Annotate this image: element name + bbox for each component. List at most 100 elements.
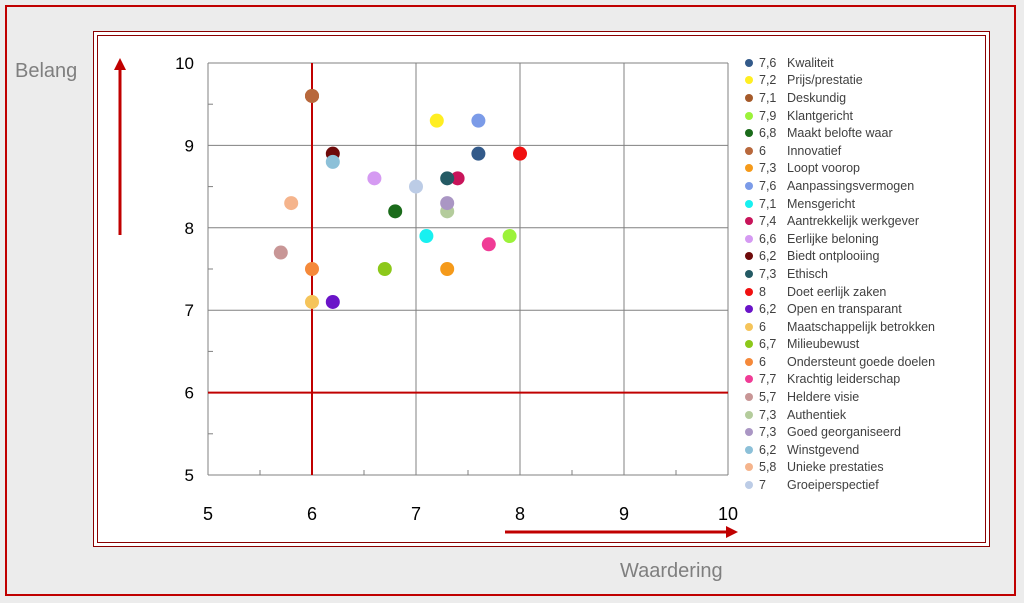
legend-value: 7,2 xyxy=(759,73,777,88)
legend-value: 7,6 xyxy=(759,55,777,70)
y-tick-label: 5 xyxy=(185,466,194,485)
legend-label: Heldere visie xyxy=(787,390,860,405)
legend-marker xyxy=(745,76,753,85)
legend-label: Aantrekkelijk werkgever xyxy=(787,214,919,229)
data-point xyxy=(450,171,465,186)
data-point xyxy=(440,196,455,211)
legend-label: Mensgericht xyxy=(787,196,856,211)
data-point xyxy=(325,154,340,169)
legend-marker xyxy=(745,340,753,349)
legend-value: 7,3 xyxy=(759,407,777,422)
legend-label: Kwaliteit xyxy=(787,55,834,70)
legend-value: 6,7 xyxy=(759,337,777,352)
data-point xyxy=(481,237,496,252)
legend-marker xyxy=(745,463,753,472)
data-point xyxy=(502,229,517,244)
legend-value: 6,6 xyxy=(759,231,777,246)
legend-label: Prijs/prestatie xyxy=(787,73,863,88)
legend-marker xyxy=(745,287,753,296)
legend-marker xyxy=(745,375,753,384)
legend-value: 7,6 xyxy=(759,178,777,193)
data-point xyxy=(429,113,444,128)
legend-value: 6,2 xyxy=(759,249,777,264)
legend-marker xyxy=(745,269,753,278)
legend-label: Maakt belofte waar xyxy=(787,126,893,141)
data-point xyxy=(367,171,382,186)
data-point xyxy=(409,179,423,194)
legend-value: 7,4 xyxy=(759,214,777,229)
legend-label: Goed georganiseerd xyxy=(787,425,901,440)
legend-item: 6,7 Milieubewust xyxy=(745,336,975,354)
legend-marker xyxy=(745,410,753,419)
legend-item: 7,6 Kwaliteit xyxy=(745,54,975,72)
data-point xyxy=(513,146,527,161)
x-tick-label: 9 xyxy=(619,504,629,524)
legend-item: 6 Maatschappelijk betrokken xyxy=(745,318,975,336)
legend: 7,6 Kwaliteit 7,2 Prijs/prestatie 7,1 Deskund… xyxy=(745,54,975,494)
legend-label: Klantgericht xyxy=(787,108,854,123)
legend-label: Unieke prestaties xyxy=(787,460,884,475)
data-point xyxy=(273,245,288,260)
legend-item: 7,1 Deskundig xyxy=(745,89,975,107)
legend-marker xyxy=(745,164,753,173)
data-point xyxy=(440,171,455,186)
x-tick-label: 6 xyxy=(307,504,317,524)
legend-value: 6,2 xyxy=(759,442,777,457)
y-arrow-head xyxy=(114,58,126,70)
legend-value: 6,2 xyxy=(759,302,777,317)
legend-marker xyxy=(745,146,753,155)
x-tick-label: 5 xyxy=(203,504,213,524)
legend-label: Loopt voorop xyxy=(787,161,860,176)
legend-marker xyxy=(745,252,753,261)
legend-item: 6 Innovatief xyxy=(745,142,975,160)
y-axis-title: Belang xyxy=(15,60,78,82)
legend-item: 8 Doet eerlijk zaken xyxy=(745,283,975,301)
legend-marker xyxy=(745,181,753,190)
legend-item: 7,6 Aanpassingsvermogen xyxy=(745,177,975,195)
data-point xyxy=(377,262,392,276)
x-axis-title: Waardering xyxy=(620,560,723,582)
legend-marker xyxy=(745,428,753,437)
legend-item: 7,3 Ethisch xyxy=(745,265,975,283)
legend-item: 6,8 Maakt belofte waar xyxy=(745,124,975,142)
legend-label: Aanpassingsvermogen xyxy=(787,178,915,193)
data-point xyxy=(305,88,319,103)
legend-label: Krachtig leiderschap xyxy=(787,372,901,387)
x-tick-label: 10 xyxy=(718,504,738,524)
legend-label: Ondersteunt goede doelen xyxy=(787,354,936,369)
y-tick-label: 8 xyxy=(185,219,194,238)
legend-label: Open en transparant xyxy=(787,302,902,317)
legend-item: 7 Groeiperspectief xyxy=(745,476,975,494)
legend-value: 5,8 xyxy=(759,460,777,475)
legend-item: 6 Ondersteunt goede doelen xyxy=(745,353,975,371)
legend-value: 7,3 xyxy=(759,266,777,281)
legend-label: Authentiek xyxy=(787,407,847,422)
legend-value: 6 xyxy=(759,354,766,369)
legend-item: 7,1 Mensgericht xyxy=(745,195,975,213)
legend-marker xyxy=(745,111,753,120)
data-point xyxy=(471,146,486,161)
legend-marker xyxy=(745,305,753,314)
legend-marker xyxy=(745,481,753,490)
legend-item: 7,7 Krachtig leiderschap xyxy=(745,371,975,389)
legend-item: 7,3 Loopt voorop xyxy=(745,160,975,178)
legend-marker xyxy=(745,234,753,243)
y-tick-label: 9 xyxy=(185,136,194,155)
legend-marker xyxy=(745,322,753,331)
legend-value: 7,3 xyxy=(759,161,777,176)
legend-value: 7,3 xyxy=(759,425,777,440)
x-arrow-head xyxy=(726,526,738,538)
legend-label: Milieubewust xyxy=(787,337,860,352)
legend-value: 7,7 xyxy=(759,372,777,387)
data-point xyxy=(471,113,486,128)
legend-marker xyxy=(745,217,753,226)
legend-item: 7,4 Aantrekkelijk werkgever xyxy=(745,212,975,230)
legend-label: Winstgevend xyxy=(787,442,860,457)
x-tick-label: 7 xyxy=(411,504,421,524)
data-point xyxy=(388,204,403,219)
chart-panel-border xyxy=(97,35,986,543)
data-point xyxy=(305,262,319,276)
legend-marker xyxy=(745,445,753,454)
legend-item: 6,2 Winstgevend xyxy=(745,441,975,459)
